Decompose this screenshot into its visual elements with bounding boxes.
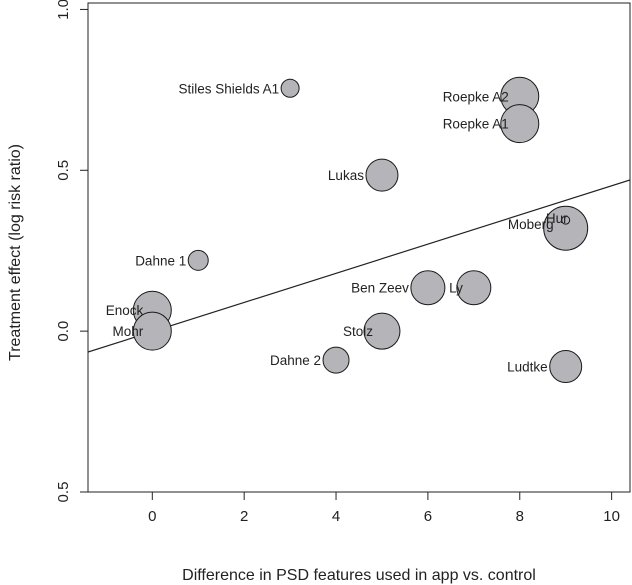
- study-bubble: [456, 270, 492, 306]
- study-bubble: [132, 311, 172, 351]
- plot-area: 0 2 4 6 8 10 1.0 0.5 0.0 0.5 Stiles Shields A1 Roep…: [55, 0, 631, 525]
- y-tick-label: 0.0: [55, 321, 72, 342]
- study-bubble: [561, 215, 571, 225]
- study-bubble: [543, 205, 589, 251]
- y-axis-title: Treatment effect (log risk ratio): [7, 144, 24, 361]
- study-label: Hur: [546, 211, 568, 226]
- study-label: Dahne 1: [135, 253, 186, 268]
- x-tick-label: 0: [148, 508, 156, 525]
- study-bubble: [410, 270, 446, 306]
- x-tick-label: 6: [424, 508, 432, 525]
- study-label: Dahne 2: [270, 353, 321, 368]
- x-tick-label: 10: [603, 508, 620, 525]
- plot-frame: [87, 2, 631, 493]
- x-tick-label: 4: [332, 508, 340, 525]
- x-tick-label: 8: [516, 508, 524, 525]
- study-bubble: [280, 78, 300, 98]
- study-label: Enock: [106, 303, 144, 318]
- y-tick-label: 0.5: [55, 160, 72, 181]
- study-label: Ben Zeev: [351, 281, 409, 296]
- study-label: Mohr: [113, 324, 144, 339]
- x-tick-label: 2: [240, 508, 248, 525]
- study-label: Ly: [449, 281, 463, 296]
- regression-line: [88, 179, 630, 353]
- y-tick-label: 1.0: [55, 0, 72, 20]
- study-label: Moberg: [508, 217, 554, 232]
- study-label: Stiles Shields A1: [179, 81, 280, 96]
- study-bubble: [363, 312, 401, 350]
- study-bubble: [500, 104, 540, 144]
- y-tick-label: 0.5: [55, 482, 72, 503]
- study-bubble: [549, 350, 583, 384]
- study-bubble: [322, 346, 350, 374]
- study-label: Roepke A1: [443, 117, 509, 132]
- study-label: Stolz: [343, 324, 373, 339]
- study-label: Ludtke: [507, 360, 548, 375]
- study-label: Roepke A2: [443, 89, 509, 104]
- study-label: Lukas: [328, 168, 364, 183]
- study-bubble: [365, 158, 399, 192]
- study-bubble: [187, 249, 209, 271]
- x-axis-title: Difference in PSD features used in app v…: [182, 567, 536, 584]
